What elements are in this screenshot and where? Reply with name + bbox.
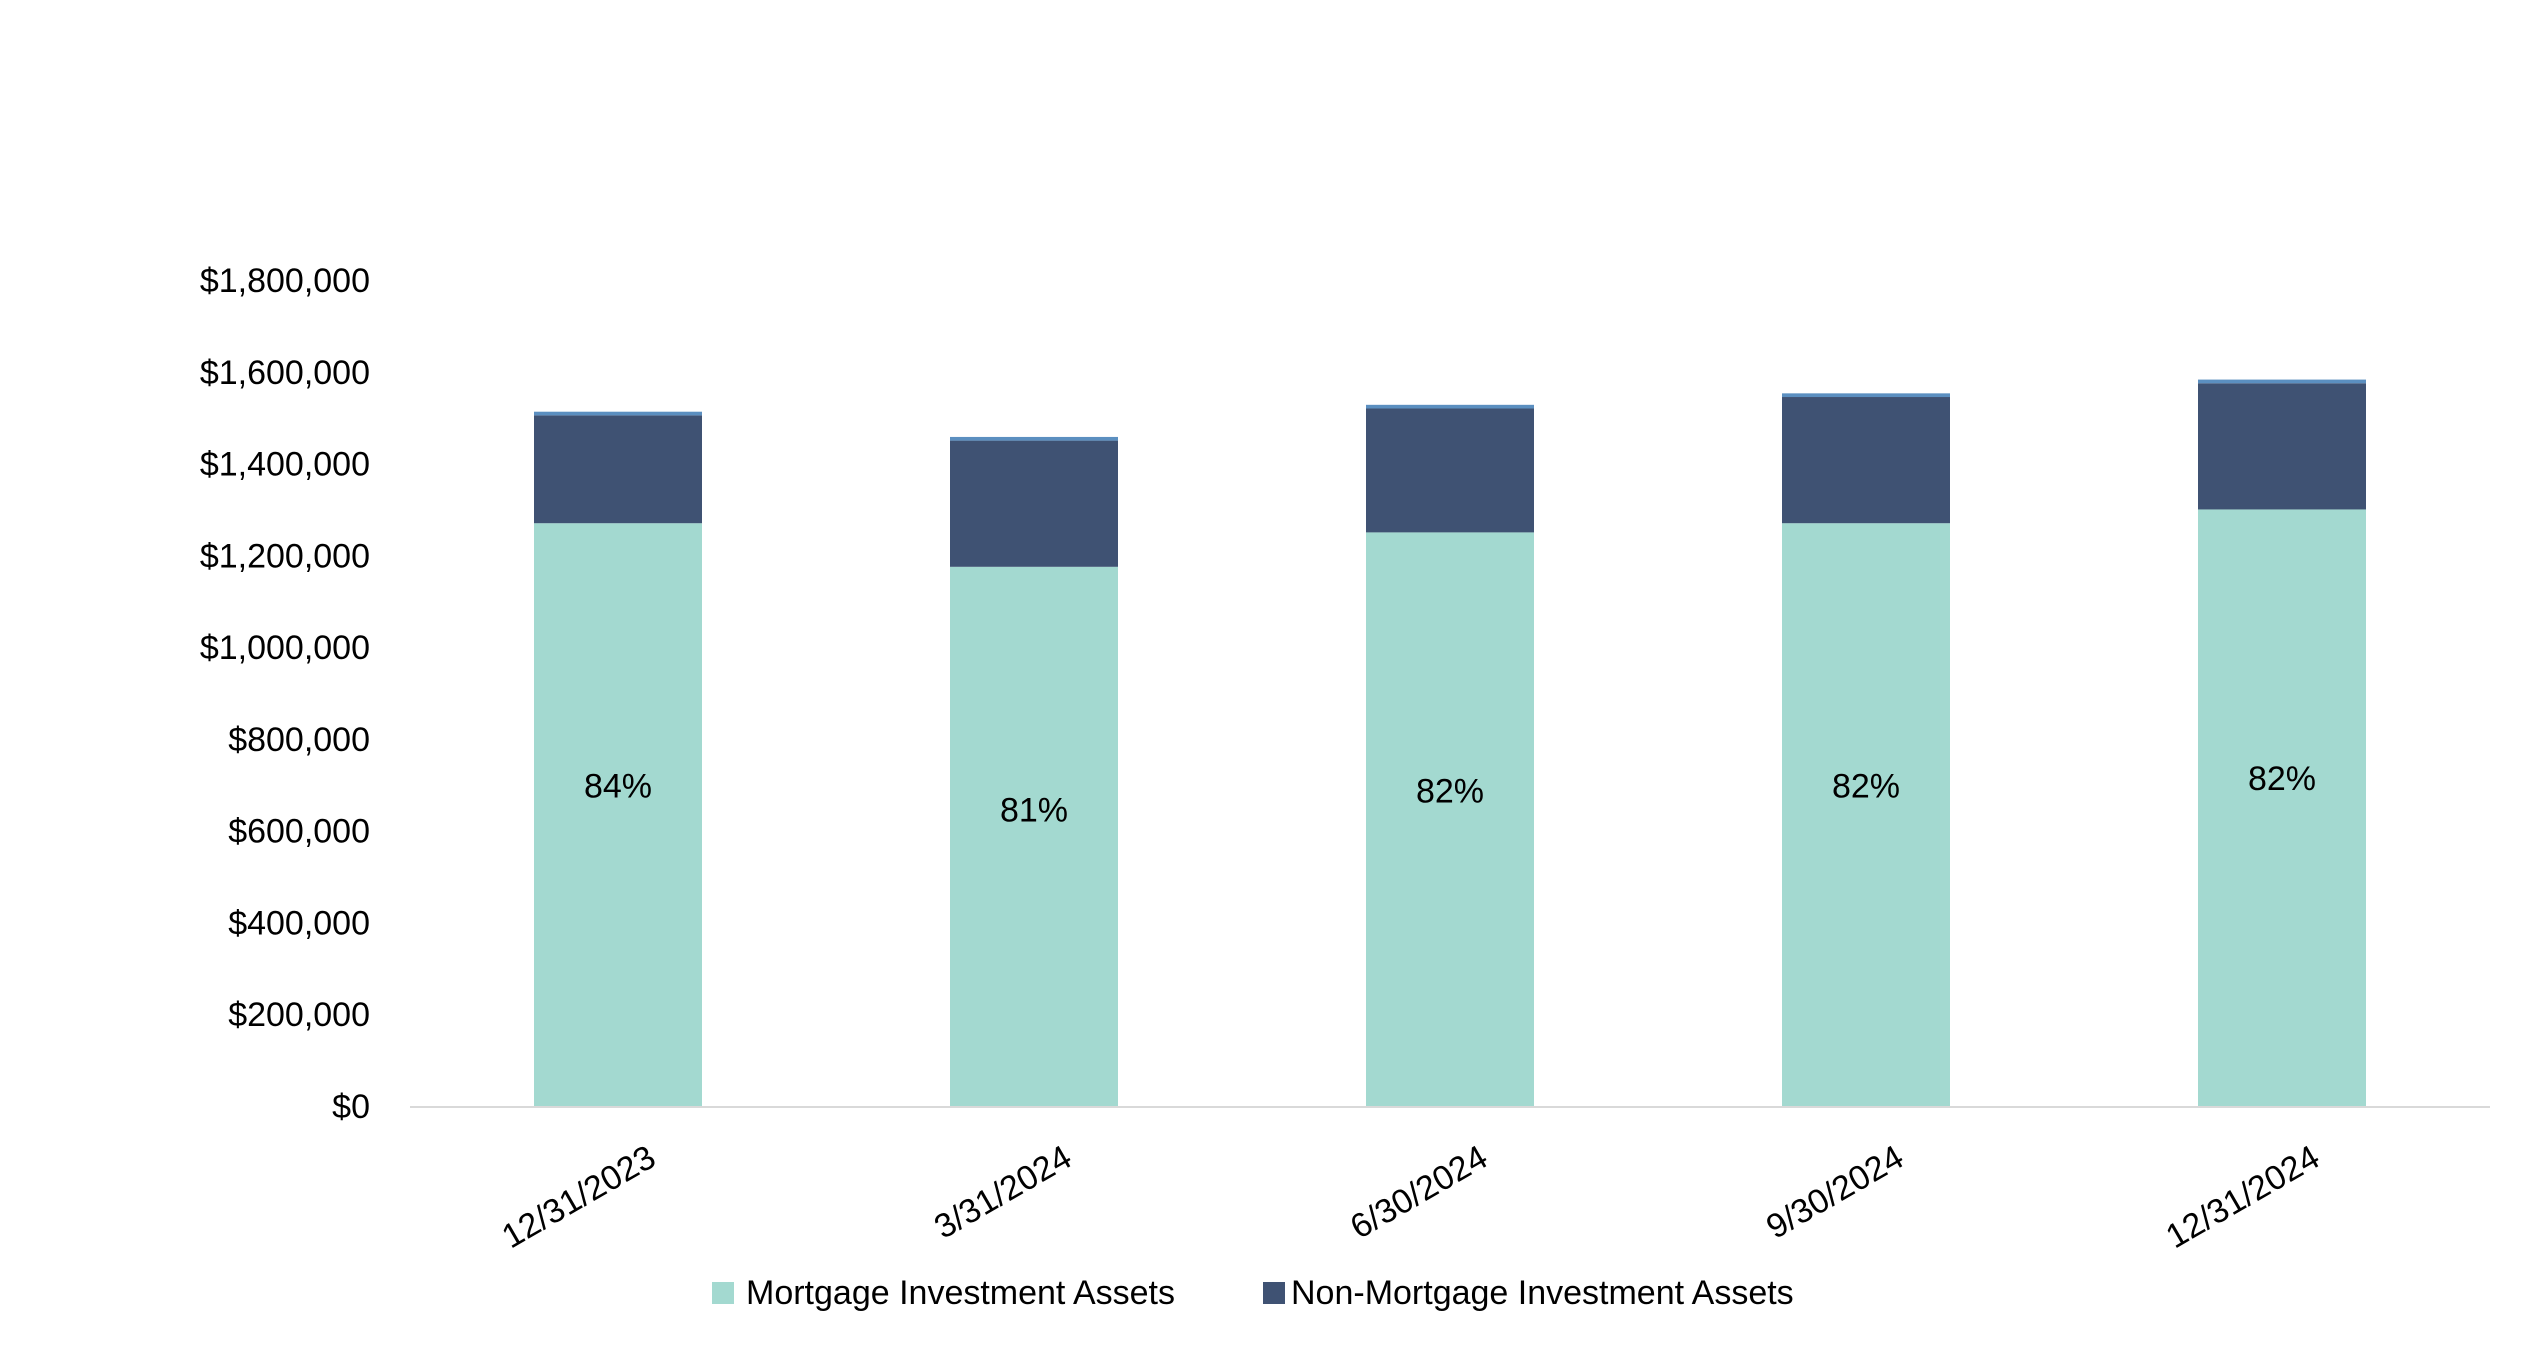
bars-layer	[534, 379, 2366, 1106]
y-tick-label: $1,800,000	[200, 262, 370, 300]
bar-mortgage	[534, 523, 702, 1106]
data-labels: 84% 81% 82% 82% 82%	[584, 760, 2316, 830]
bar-non-mortgage	[950, 440, 1118, 567]
bar-mortgage	[950, 566, 1118, 1106]
bar-non-mortgage	[1366, 408, 1534, 533]
y-tick-label: $400,000	[228, 904, 370, 942]
bar-top-segment	[2198, 379, 2366, 384]
x-tick-label: 9/30/2024	[1760, 1138, 1910, 1247]
legend-label: Non-Mortgage Investment Assets	[1291, 1274, 1794, 1312]
y-tick-label: $1,000,000	[200, 629, 370, 667]
bar-non-mortgage	[2198, 383, 2366, 510]
x-tick-label: 12/31/2023	[496, 1138, 662, 1256]
bar-non-mortgage	[534, 415, 702, 524]
data-label: 82%	[1416, 773, 1484, 811]
y-axis: $0 $200,000 $400,000 $600,000 $800,000 $1,000…	[200, 262, 370, 1126]
legend: Mortgage Investment Assets Non-Mortgage I…	[712, 1274, 1794, 1312]
bar-top-segment	[1366, 404, 1534, 409]
bar-non-mortgage	[1782, 397, 1950, 524]
y-tick-label: $1,200,000	[200, 537, 370, 575]
bar-top-segment	[534, 411, 702, 416]
x-axis: 12/31/2023 3/31/2024 6/30/2024 9/30/2024 12/…	[496, 1138, 2326, 1256]
x-tick-label: 12/31/2024	[2160, 1138, 2326, 1256]
legend-label: Mortgage Investment Assets	[746, 1274, 1175, 1312]
data-label: 81%	[1000, 791, 1068, 829]
y-tick-label: $200,000	[228, 996, 370, 1034]
x-tick-label: 6/30/2024	[1344, 1138, 1494, 1247]
data-label: 84%	[584, 767, 652, 805]
y-tick-label: $1,600,000	[200, 354, 370, 392]
bar-mortgage	[1366, 532, 1534, 1106]
bar-top-segment	[1782, 393, 1950, 398]
y-tick-label: $600,000	[228, 813, 370, 851]
data-label: 82%	[2248, 760, 2316, 798]
bar-mortgage	[2198, 509, 2366, 1106]
data-label: 82%	[1832, 767, 1900, 805]
y-tick-label: $1,400,000	[200, 446, 370, 484]
legend-swatch	[1263, 1282, 1285, 1304]
bar-top-segment	[950, 436, 1118, 441]
y-tick-label: $800,000	[228, 721, 370, 759]
legend-swatch	[712, 1282, 734, 1304]
bar-mortgage	[1782, 523, 1950, 1106]
y-tick-label: $0	[332, 1088, 370, 1126]
x-tick-label: 3/31/2024	[928, 1138, 1078, 1247]
